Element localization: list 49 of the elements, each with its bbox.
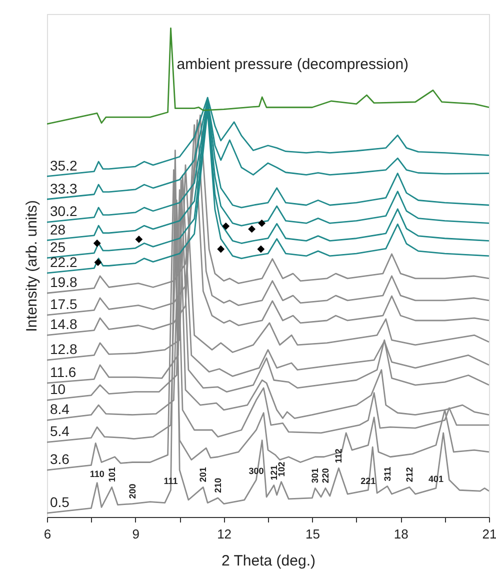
series-label: 28 [50, 221, 66, 238]
annotation: 101 [106, 467, 117, 482]
x-tick-label: 21 [482, 526, 496, 542]
series-label: 10 [50, 381, 66, 398]
annotation: 301 [310, 468, 320, 484]
x-axis-title: 2 Theta (deg.) [222, 552, 316, 570]
x-tick-label: 12 [217, 526, 232, 542]
annotation: 200 [127, 484, 138, 499]
series-label: 3.6 [50, 451, 70, 468]
point [94, 258, 102, 266]
annotation: 112 [334, 448, 344, 464]
annotation: 300 [248, 466, 264, 476]
annotation: 111 [164, 476, 178, 486]
annotation: 201 [198, 467, 208, 482]
point [217, 245, 225, 253]
x-tick-label: 15 [305, 526, 320, 542]
point [258, 220, 266, 227]
annotation: 102 [276, 462, 286, 477]
series-label: 35.2 [50, 157, 78, 174]
x-tick-label: 9 [132, 526, 140, 542]
series-label: 14.8 [50, 316, 78, 332]
y-axis-title: Intensity (arb. units) [24, 200, 40, 332]
annotation: 110 [90, 468, 104, 479]
series-label: 25 [50, 238, 66, 255]
series-label: 19.8 [50, 274, 78, 290]
series-label: 33.3 [50, 180, 78, 196]
point [248, 225, 256, 233]
annotation: 311 [382, 466, 392, 482]
series-label: 12.8 [50, 341, 78, 358]
annotation: 121 [268, 465, 279, 480]
point [135, 236, 143, 244]
point [257, 245, 265, 253]
point [93, 240, 101, 247]
annotation: 401 [428, 474, 444, 484]
series-label: 30.2 [50, 203, 78, 220]
annotation: 221 [360, 476, 376, 486]
series-label: 11.6 [50, 364, 76, 380]
series-label: 17.5 [50, 296, 78, 312]
point [222, 222, 230, 230]
series-label: 22.2 [50, 254, 78, 270]
annotation: 210 [212, 478, 223, 493]
annotation: 220 [320, 468, 330, 484]
series-label: ambient pressure (decompression) [176, 56, 409, 74]
series-label: 5.4 [50, 423, 70, 440]
series-label: 0.5 [50, 494, 70, 510]
x-tick-label: 6 [44, 526, 52, 542]
annotation: 212 [404, 467, 414, 482]
series-label: 8.4 [50, 401, 70, 418]
x-tick-label: 18 [394, 526, 408, 542]
